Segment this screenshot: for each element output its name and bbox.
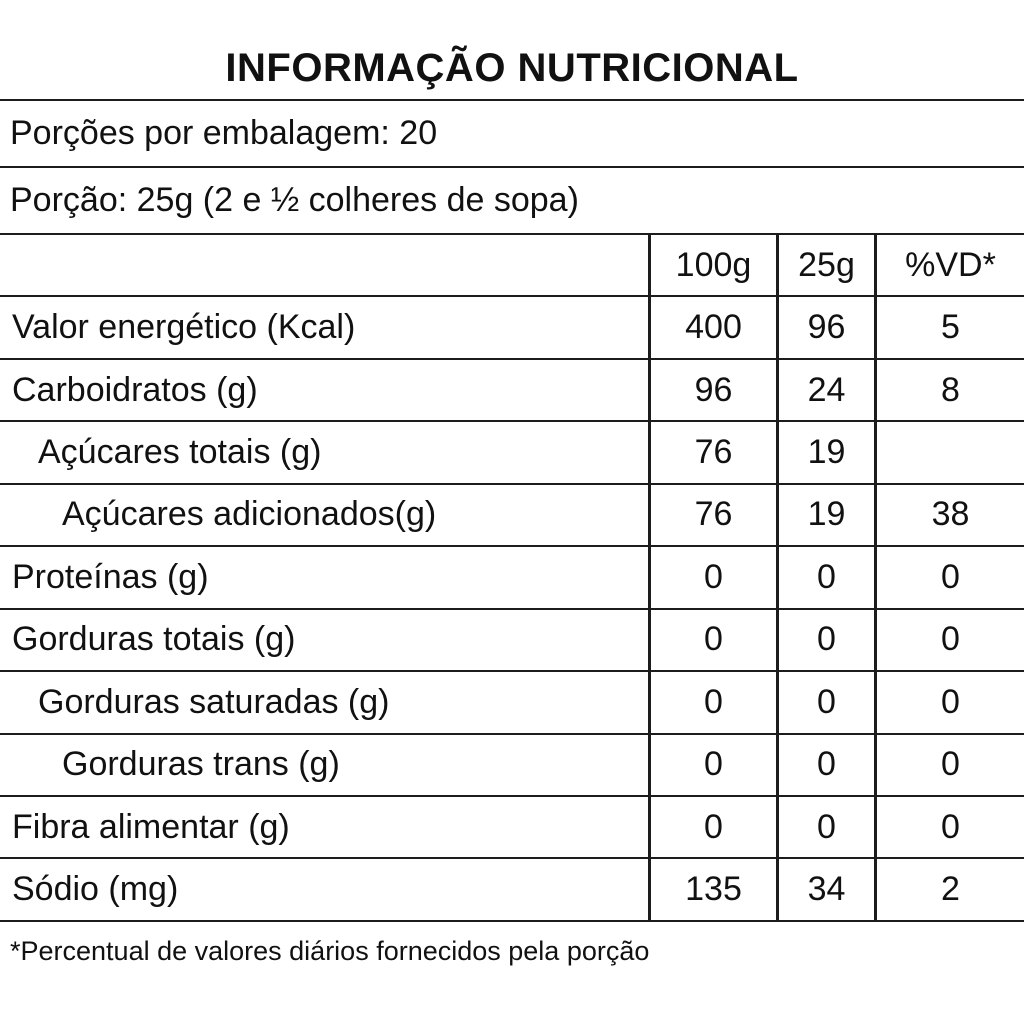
- value-100g: 76: [648, 484, 776, 546]
- title-block: INFORMAÇÃO NUTRICIONAL: [0, 0, 1024, 101]
- row-label: Gorduras trans (g): [62, 745, 340, 784]
- table-row-proteinas: Proteínas (g) 0 0 0: [0, 547, 1024, 610]
- table-row-acucares-totais: Açúcares totais (g) 76 19: [0, 422, 1024, 485]
- table-row-acucares-adicionados: Açúcares adicionados(g) 76 19 38: [0, 484, 1024, 548]
- servings-per-package-line: Porções por embalagem: 20: [0, 101, 1024, 168]
- value-100g: 0: [648, 672, 776, 733]
- row-label: Gorduras totais (g): [12, 620, 296, 659]
- row-label: Sódio (mg): [12, 870, 179, 909]
- row-label: Açúcares totais (g): [38, 433, 322, 472]
- column-header-25g: 25g: [776, 235, 874, 296]
- value-25g: 0: [776, 734, 874, 795]
- header-blank-cell: [0, 235, 648, 295]
- nutrition-table: 100g 25g %VD* Valor energético (Kcal) 40…: [0, 235, 1024, 922]
- value-100g: 0: [648, 734, 776, 795]
- value-100g: 76: [648, 422, 776, 483]
- table-row-carboidratos: Carboidratos (g) 96 24 8: [0, 359, 1024, 423]
- value-25g: 0: [776, 796, 874, 858]
- row-label: Valor energético (Kcal): [12, 308, 356, 347]
- table-row-gorduras-totais: Gorduras totais (g) 0 0 0: [0, 609, 1024, 673]
- value-vd: 38: [874, 484, 1024, 546]
- value-vd: 0: [874, 672, 1024, 733]
- value-25g: 24: [776, 359, 874, 421]
- value-vd: 2: [874, 859, 1024, 920]
- value-vd: [874, 422, 1024, 483]
- column-header-100g: 100g: [648, 235, 776, 296]
- value-25g: 34: [776, 859, 874, 920]
- value-25g: 0: [776, 609, 874, 671]
- value-100g: 0: [648, 796, 776, 858]
- value-vd: 0: [874, 609, 1024, 671]
- table-row-gorduras-trans: Gorduras trans (g) 0 0 0: [0, 734, 1024, 797]
- portion-size-line: Porção: 25g (2 e ½ colheres de sopa): [0, 168, 1024, 235]
- page-title: INFORMAÇÃO NUTRICIONAL: [225, 46, 799, 90]
- table-row-gorduras-saturadas: Gorduras saturadas (g) 0 0 0: [0, 672, 1024, 735]
- row-label: Proteínas (g): [12, 557, 209, 596]
- value-vd: 0: [874, 547, 1024, 608]
- table-row-fibra-alimentar: Fibra alimentar (g) 0 0 0: [0, 796, 1024, 860]
- value-25g: 0: [776, 672, 874, 733]
- value-25g: 0: [776, 547, 874, 608]
- value-vd: 5: [874, 297, 1024, 358]
- value-vd: 8: [874, 359, 1024, 421]
- row-label: Fibra alimentar (g): [12, 807, 290, 846]
- table-row-sodio: Sódio (mg) 135 34 2: [0, 859, 1024, 922]
- value-100g: 0: [648, 609, 776, 671]
- value-100g: 400: [648, 297, 776, 358]
- value-100g: 96: [648, 359, 776, 421]
- value-vd: 0: [874, 734, 1024, 795]
- row-label: Carboidratos (g): [12, 370, 258, 409]
- value-25g: 96: [776, 297, 874, 358]
- value-25g: 19: [776, 422, 874, 483]
- value-vd: 0: [874, 796, 1024, 858]
- value-100g: 0: [648, 547, 776, 608]
- daily-values-footnote: *Percentual de valores diários fornecido…: [10, 935, 650, 966]
- table-header-row: 100g 25g %VD*: [0, 235, 1024, 298]
- table-row-valor-energetico: Valor energético (Kcal) 400 96 5: [0, 297, 1024, 360]
- row-label: Gorduras saturadas (g): [38, 682, 390, 721]
- value-25g: 19: [776, 484, 874, 546]
- row-label: Açúcares adicionados(g): [62, 495, 437, 534]
- value-100g: 135: [648, 859, 776, 920]
- column-header-vd: %VD*: [874, 235, 1024, 296]
